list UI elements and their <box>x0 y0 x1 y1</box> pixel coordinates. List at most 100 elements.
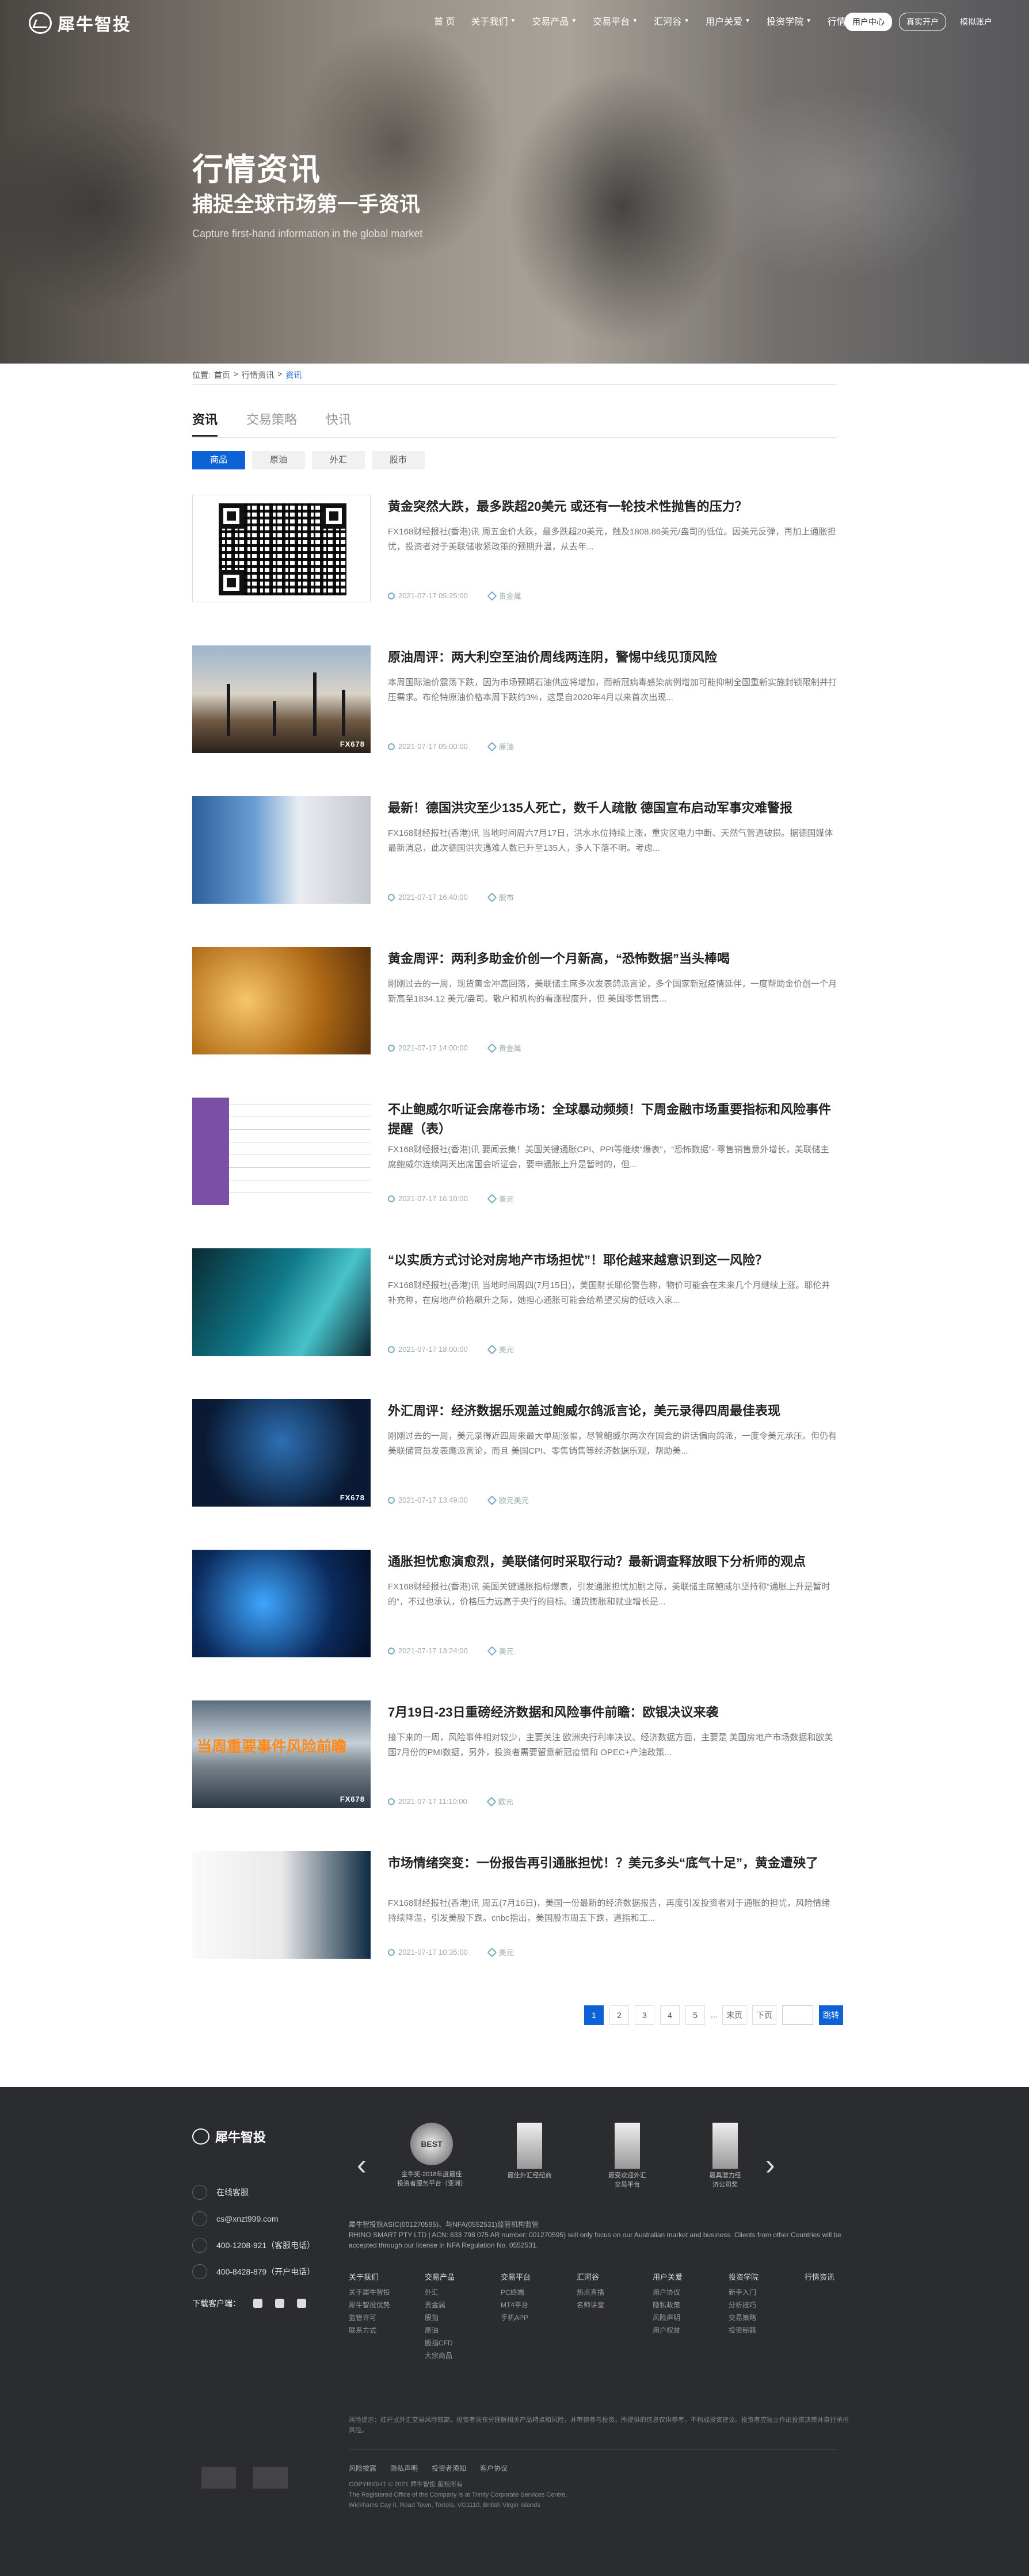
footer-link[interactable]: 风险声明 <box>653 2314 681 2322</box>
contact-item[interactable]: 在线客服 <box>192 2185 315 2200</box>
footer-bottom-link[interactable]: 投资者须知 <box>432 2464 467 2472</box>
tab-item[interactable]: 快讯 <box>326 412 352 427</box>
tab-item[interactable]: 资讯 <box>192 410 218 437</box>
article-thumbnail[interactable] <box>192 947 371 1054</box>
go-button[interactable]: 跳转 <box>819 2005 843 2025</box>
user-center-button[interactable]: 用户中心 <box>845 13 892 31</box>
article-title[interactable]: 最新！德国洪灾至少135人死亡，数千人疏散 德国宣布启动军事灾难警报 <box>388 801 792 815</box>
footer-link[interactable]: 外汇 <box>425 2288 439 2296</box>
article-item[interactable]: FX678 外汇周评：经济数据乐观盖过鲍威尔鸽派言论，美元录得四周最佳表现 刚刚过去… <box>192 1399 837 1508</box>
article-tag[interactable]: 原油 <box>487 741 514 752</box>
article-title[interactable]: 黄金突然大跌，最多跌超20美元 或还有一轮技术性抛售的压力？ <box>388 499 748 514</box>
footer-link[interactable]: 隐私政策 <box>653 2301 681 2309</box>
footer-column-heading[interactable]: 交易平台 <box>501 2273 531 2281</box>
article-thumbnail[interactable] <box>192 1550 371 1657</box>
article-item[interactable]: FX678 原油周评：两大利空至油价周线两连阴，警惕中线见顶风险 本周国际油价震荡下… <box>192 645 837 755</box>
nav-item[interactable]: 投资学院 ▼ <box>759 14 820 28</box>
breadcrumb-news[interactable]: 行情资讯 <box>242 370 275 380</box>
footer-link[interactable]: 股指CFD <box>425 2339 453 2347</box>
article-tag[interactable]: 美元 <box>487 1344 514 1355</box>
contact-item[interactable]: 400-1208-921（客服电话） <box>192 2238 315 2253</box>
footer-link[interactable]: 犀牛智投优势 <box>349 2301 391 2309</box>
article-title[interactable]: “以实质方式讨论对房地产市场担忧”！耶伦越来越意识到这一风险？ <box>388 1253 768 1267</box>
article-item[interactable]: 黄金突然大跌，最多跌超20美元 或还有一轮技术性抛售的压力？ FX168财经报社(… <box>192 495 837 604</box>
article-thumbnail[interactable] <box>192 796 371 904</box>
contact-item[interactable]: 400-8428-879（开户电话） <box>192 2264 315 2279</box>
apple-icon[interactable] <box>253 2299 262 2308</box>
footer-column-heading[interactable]: 汇河谷 <box>577 2273 600 2281</box>
article-item[interactable]: “以实质方式讨论对房地产市场担忧”！耶伦越来越意识到这一风险？ FX168财经报社… <box>192 1248 837 1358</box>
footer-link[interactable]: 用户协议 <box>653 2288 681 2296</box>
article-item[interactable]: 当周重要事件风险前瞻 FX678 7月19日-23日重磅经济数据和风险事件前瞻：欧银… <box>192 1700 837 1810</box>
article-item[interactable]: 最新！德国洪灾至少135人死亡，数千人疏散 德国宣布启动军事灾难警报 FX168财… <box>192 796 837 905</box>
page-button[interactable]: 1 <box>584 2005 604 2025</box>
subtab-item[interactable]: 商品 <box>192 451 245 469</box>
article-tag[interactable]: 欧元 <box>486 1796 513 1807</box>
footer-column-heading[interactable]: 交易产品 <box>425 2273 455 2281</box>
footer-link[interactable]: 新手入门 <box>729 2288 757 2296</box>
footer-link[interactable]: 手机APP <box>501 2314 529 2322</box>
breadcrumb-home[interactable]: 首页 <box>214 370 230 380</box>
footer-logo[interactable]: 犀牛智投 <box>192 2127 266 2146</box>
footer-link[interactable]: 原油 <box>425 2326 439 2334</box>
footer-link[interactable]: 交易策略 <box>729 2314 757 2322</box>
nav-item[interactable]: 关于我们 ▼ <box>463 14 524 28</box>
footer-link[interactable]: 联系方式 <box>349 2326 377 2334</box>
article-item[interactable]: 黄金周评：两利多助金价创一个月新高，“恐怖数据”当头棒喝 刚刚过去的一周，现货黄金… <box>192 947 837 1056</box>
last-page-button[interactable]: 末页 <box>722 2005 746 2025</box>
footer-bottom-link[interactable]: 隐私声明 <box>390 2464 418 2472</box>
footer-column-heading[interactable]: 行情资讯 <box>805 2273 835 2281</box>
nav-item[interactable]: 交易产品 ▼ <box>524 14 585 28</box>
article-item[interactable]: 市场情绪突变：一份报告再引通胀担忧！？美元多头“底气十足”，黄金遭殃了 FX168… <box>192 1851 837 1960</box>
footer-link[interactable]: 监管许可 <box>349 2314 377 2322</box>
subtab-item[interactable]: 股市 <box>372 451 425 469</box>
article-item[interactable]: 不止鲍威尔听证会席卷市场：全球暴动频频！下周金融市场重要指标和风险事件提醒（表）… <box>192 1098 837 1207</box>
article-tag[interactable]: 美元 <box>487 1947 514 1958</box>
carousel-prev-icon[interactable]: ‹ <box>357 2149 367 2181</box>
page-button[interactable]: 2 <box>609 2005 629 2025</box>
footer-link[interactable]: 热点直播 <box>577 2288 605 2296</box>
contact-item[interactable]: cs@xnzt999.com <box>192 2211 315 2226</box>
footer-bottom-link[interactable]: 客户协议 <box>480 2464 508 2472</box>
article-thumbnail[interactable] <box>192 1851 371 1959</box>
article-title[interactable]: 市场情绪突变：一份报告再引通胀担忧！？美元多头“底气十足”，黄金遭殃了 <box>388 1856 819 1870</box>
page-input[interactable] <box>782 2005 813 2025</box>
footer-column-heading[interactable]: 关于我们 <box>349 2273 379 2281</box>
article-title[interactable]: 不止鲍威尔听证会席卷市场：全球暴动频频！下周金融市场重要指标和风险事件提醒（表） <box>388 1102 832 1136</box>
footer-link[interactable]: 用户权益 <box>653 2326 681 2334</box>
article-tag[interactable]: 欧元美元 <box>487 1495 529 1505</box>
nav-item[interactable]: 交易平台 ▼ <box>585 14 646 28</box>
article-thumbnail[interactable]: FX678 <box>192 1399 371 1507</box>
footer-bottom-link[interactable]: 风险披露 <box>349 2464 377 2472</box>
footer-link[interactable]: 投资秘籍 <box>729 2326 757 2334</box>
tab-item[interactable]: 交易策略 <box>246 412 298 427</box>
article-thumbnail[interactable] <box>192 1098 371 1205</box>
article-title[interactable]: 黄金周评：两利多助金价创一个月新高，“恐怖数据”当头棒喝 <box>388 951 730 966</box>
demo-account-button[interactable]: 模拟账户 <box>960 17 992 26</box>
carousel-next-icon[interactable]: › <box>765 2149 775 2181</box>
article-tag[interactable]: 美元 <box>487 1193 514 1204</box>
article-title[interactable]: 外汇周评：经济数据乐观盖过鲍威尔鸽派言论，美元录得四周最佳表现 <box>388 1404 781 1418</box>
article-thumbnail[interactable]: 当周重要事件风险前瞻 FX678 <box>192 1700 371 1808</box>
article-tag[interactable]: 贵金属 <box>487 590 521 601</box>
footer-link[interactable]: MT4平台 <box>501 2301 529 2309</box>
footer-link[interactable]: 关于犀牛智投 <box>349 2288 391 2296</box>
footer-link[interactable]: 股指 <box>425 2314 439 2322</box>
footer-column-heading[interactable]: 投资学院 <box>729 2273 759 2281</box>
article-title[interactable]: 7月19日-23日重磅经济数据和风险事件前瞻：欧银决议来袭 <box>388 1705 719 1719</box>
article-tag[interactable]: 股市 <box>487 892 514 903</box>
page-button[interactable]: 3 <box>635 2005 654 2025</box>
subtab-item[interactable]: 外汇 <box>312 451 365 469</box>
article-title[interactable]: 通胀担忧愈演愈烈，美联储何时采取行动？最新调查释放眼下分析师的观点 <box>388 1554 806 1569</box>
nav-item[interactable]: 汇河谷 ▼ <box>646 14 698 28</box>
article-tag[interactable]: 贵金属 <box>487 1042 521 1053</box>
nav-item[interactable]: 首 页 <box>426 14 463 28</box>
article-tag[interactable]: 美元 <box>487 1645 514 1656</box>
page-button[interactable]: 5 <box>685 2005 705 2025</box>
subtab-item[interactable]: 原油 <box>252 451 305 469</box>
android-icon[interactable] <box>275 2299 284 2308</box>
site-logo[interactable]: 犀牛智投 <box>29 10 131 36</box>
next-page-button[interactable]: 下页 <box>752 2005 776 2025</box>
article-title[interactable]: 原油周评：两大利空至油价周线两连阴，警惕中线见顶风险 <box>388 650 718 664</box>
footer-link[interactable]: 大宗商品 <box>425 2352 453 2360</box>
